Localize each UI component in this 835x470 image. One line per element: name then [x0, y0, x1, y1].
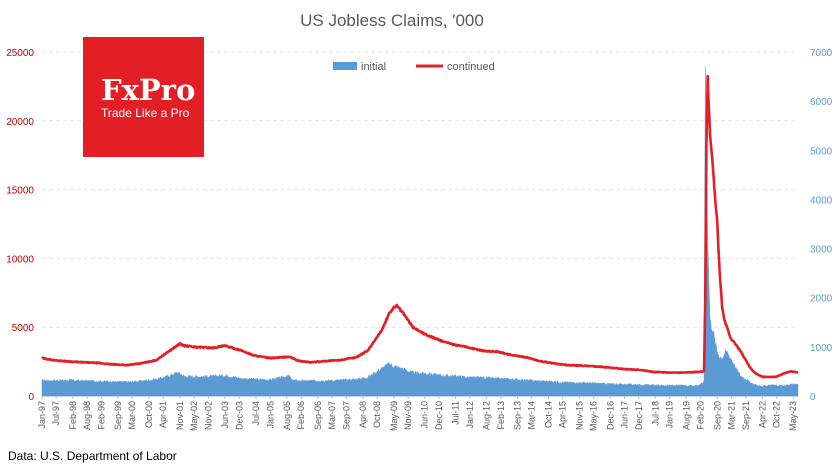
x-tick-label: Mar-14	[527, 401, 537, 430]
fxpro-logo: FxPro Trade Like a Pro	[83, 37, 204, 157]
x-tick-label: Apr-22	[757, 401, 767, 428]
x-tick-label: Aug-98	[82, 401, 92, 430]
x-tick-label: May-16	[589, 401, 599, 431]
x-tick-label: Dec-16	[605, 401, 615, 430]
x-tick-label: Jan-97	[37, 401, 47, 429]
right-tick-label: 5000	[810, 146, 833, 157]
x-tick-label: Jun-03	[220, 401, 230, 429]
right-axis-ticks: 0 1000 2000 3000 4000 5000 6000 7000	[810, 48, 833, 403]
x-tick-label: Nov-09	[403, 401, 413, 430]
left-tick-label: 5000	[12, 323, 35, 334]
x-tick-label: Oct-08	[372, 401, 382, 428]
x-tick-label: Dec-17	[634, 401, 644, 430]
x-tick-label: Nov-15	[574, 401, 584, 430]
x-tick-label: May-23	[788, 401, 798, 431]
initial-series-area	[41, 67, 799, 397]
x-tick-label: Mar-07	[327, 401, 337, 430]
x-tick-label: Feb-13	[496, 401, 506, 430]
right-tick-label: 7000	[810, 48, 833, 59]
x-tick-label: Feb-99	[96, 401, 106, 430]
right-tick-label: 3000	[810, 245, 833, 256]
left-tick-label: 15000	[6, 186, 34, 197]
right-tick-label: 2000	[810, 294, 833, 305]
x-tick-label: May-02	[189, 401, 199, 431]
x-tick-label: Sep-13	[513, 401, 523, 430]
x-tick-label: Aug-19	[681, 401, 691, 430]
x-tick-label: Mar-21	[726, 401, 736, 430]
x-tick-label: Sep-20	[712, 401, 722, 430]
x-tick-label: Feb-06	[296, 401, 306, 430]
source-note: Data: U.S. Department of Labor	[8, 449, 177, 463]
x-tick-label: Oct-00	[144, 401, 154, 428]
x-tick-label: Nov-02	[203, 401, 213, 430]
x-tick-label: Jul-04	[251, 401, 261, 426]
x-tick-label: Jul-11	[451, 401, 461, 425]
x-tick-label: Apr-08	[358, 401, 368, 428]
logo-brand: FxPro	[101, 73, 195, 107]
x-tick-label: Dec-10	[434, 401, 444, 430]
x-tick-label: Oct-22	[772, 401, 782, 428]
x-tick-label: Sep-21	[741, 401, 751, 430]
left-axis-ticks: 0 5000 10000 15000 20000 25000	[6, 48, 34, 403]
x-tick-label: Oct-14	[543, 401, 553, 428]
x-tick-label: Feb-20	[696, 401, 706, 430]
legend-label-initial: initial	[361, 61, 386, 73]
legend-swatch-initial	[333, 62, 357, 70]
continued-series-line	[41, 74, 799, 379]
x-tick-label: Apr-01	[158, 401, 168, 428]
x-tick-label: Jul-97	[51, 401, 61, 426]
left-tick-label: 25000	[6, 48, 34, 59]
x-tick-label: Nov-01	[175, 401, 185, 430]
x-tick-label: Jun-10	[420, 401, 430, 429]
x-tick-label: Jan-05	[265, 401, 275, 429]
right-tick-label: 4000	[810, 195, 833, 206]
continued-line-path	[41, 74, 799, 379]
x-tick-label: Sep-06	[313, 401, 323, 430]
left-tick-label: 0	[28, 392, 34, 403]
right-tick-label: 6000	[810, 97, 833, 108]
x-tick-label: Sep-07	[341, 401, 351, 430]
x-tick-label: Jan-19	[665, 401, 675, 429]
x-tick-label: Aug-05	[282, 401, 292, 430]
x-tick-label: Mar-00	[127, 401, 137, 430]
x-tick-label: Aug-12	[482, 401, 492, 430]
x-tick-label: Dec-03	[234, 401, 244, 430]
left-tick-label: 10000	[6, 254, 34, 265]
x-axis-ticks: Jan-97 Jul-97 Feb-98 Aug-98 Feb-99 Sep-99 Mar-…	[37, 396, 798, 431]
right-tick-label: 1000	[810, 343, 833, 354]
x-tick-label: Jun-17	[619, 401, 629, 429]
x-tick-label: Sep-99	[113, 401, 123, 430]
x-tick-label: Jan-12	[465, 401, 475, 429]
logo-background	[83, 37, 204, 157]
chart-title: US Jobless Claims, '000	[300, 11, 484, 30]
left-tick-label: 20000	[6, 117, 34, 128]
initial-area-path	[41, 67, 799, 397]
legend: initial continued	[333, 61, 495, 73]
x-tick-label: Jul-18	[650, 401, 660, 426]
x-tick-label: Apr-15	[558, 401, 568, 428]
logo-tagline: Trade Like a Pro	[101, 106, 190, 120]
x-tick-label: May-09	[389, 401, 399, 431]
legend-label-continued: continued	[447, 61, 495, 73]
x-tick-label: Feb-98	[68, 401, 78, 430]
right-tick-label: 0	[810, 392, 816, 403]
